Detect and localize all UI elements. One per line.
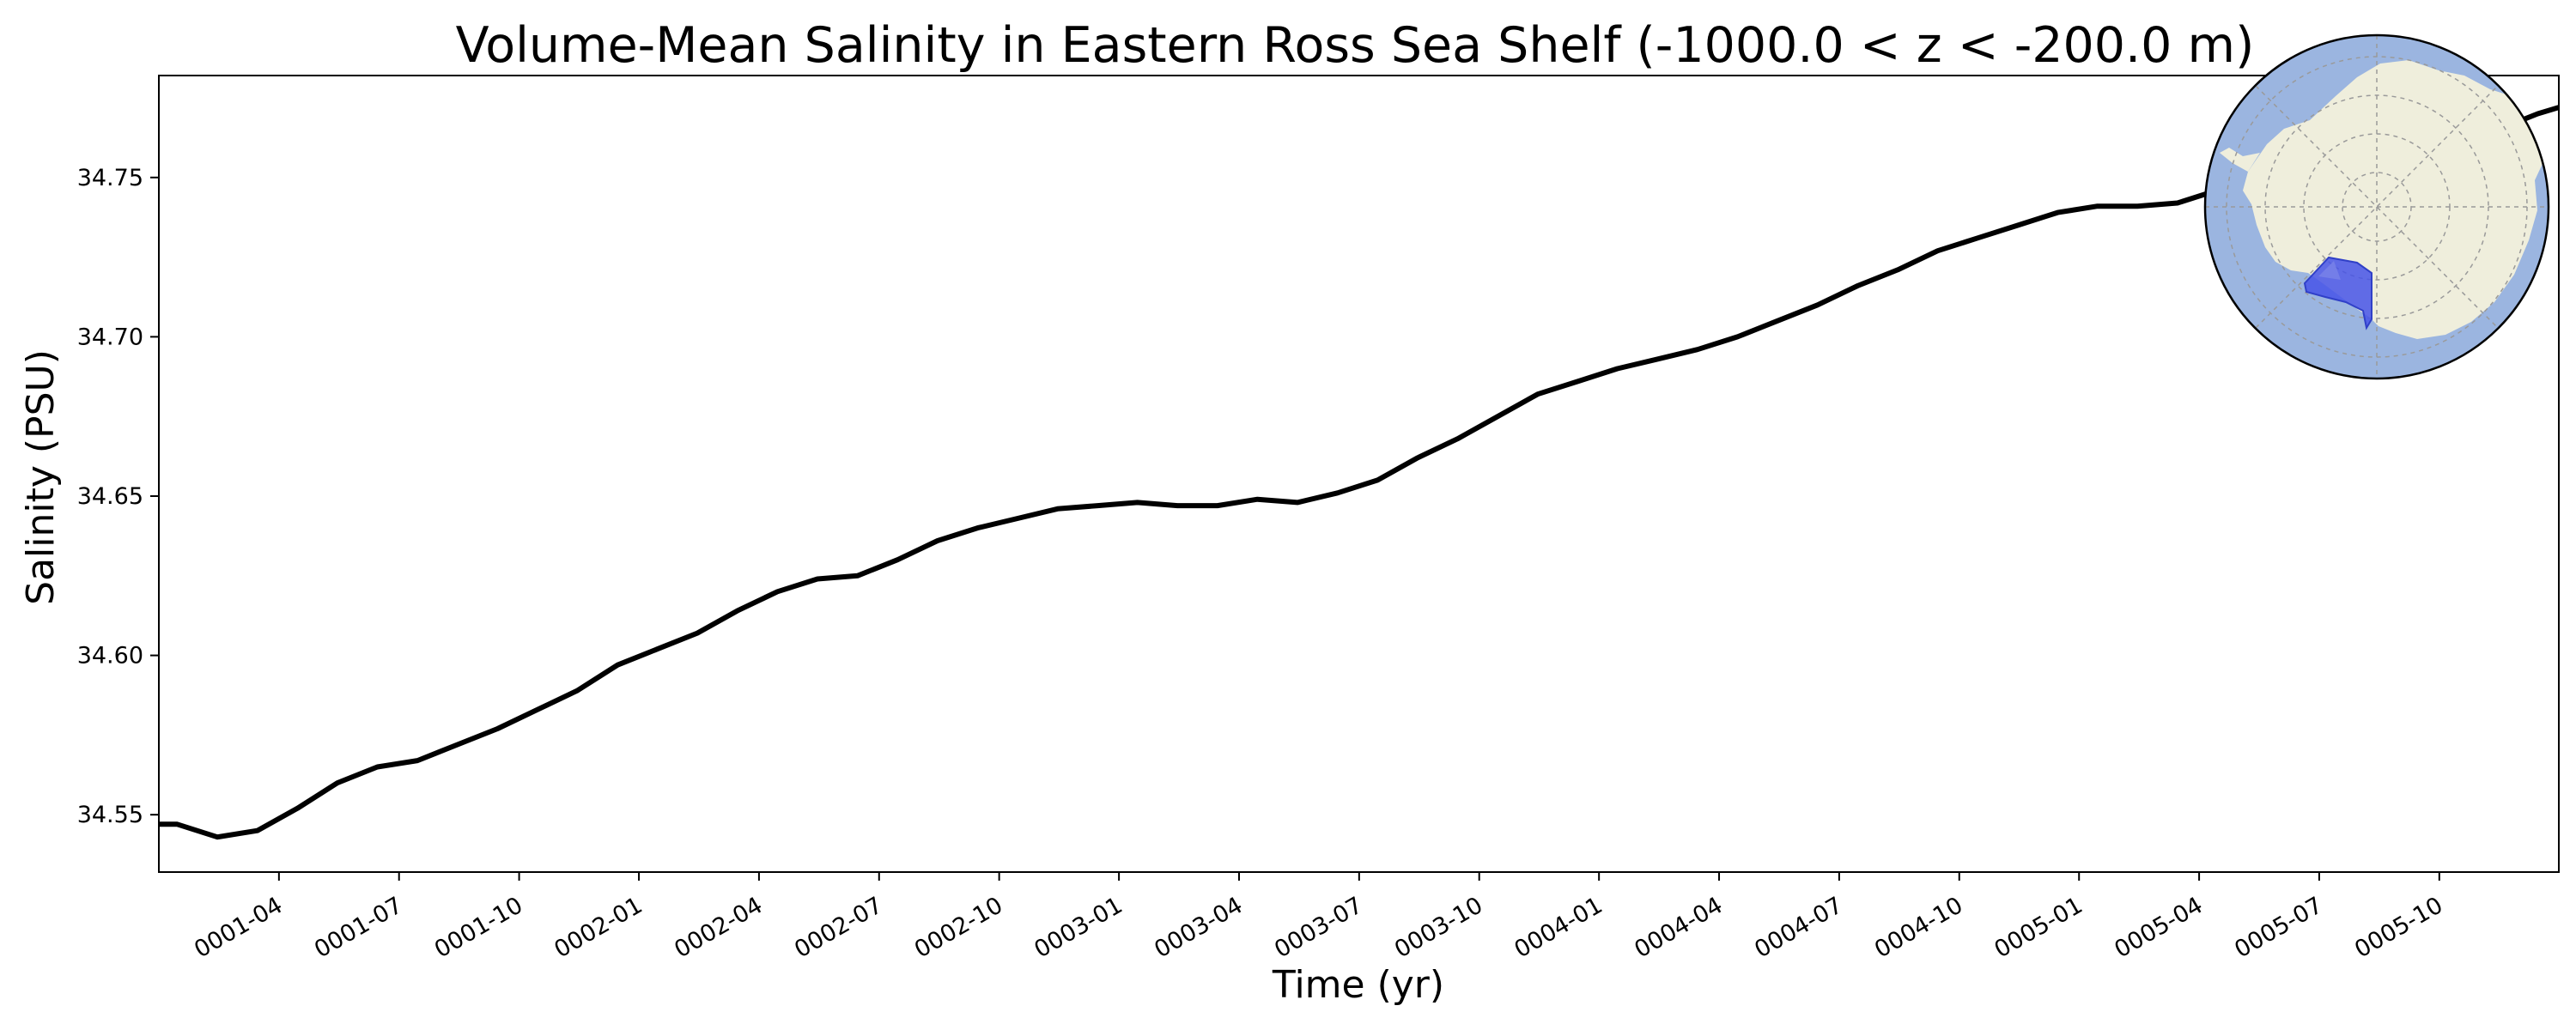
inset-map-border (2203, 33, 2550, 380)
x-tick-label: 0003-10 (1390, 892, 1487, 963)
x-tick-label: 0003-07 (1270, 892, 1367, 963)
salinity-series-line (159, 105, 2559, 840)
antarctica-inset-map (2203, 33, 2550, 380)
x-tick-label: 0002-01 (550, 892, 647, 963)
x-tick-label: 0004-04 (1630, 892, 1727, 963)
x-tick-label: 0002-10 (910, 892, 1007, 963)
x-tick-label: 0005-01 (1990, 892, 2087, 963)
x-tick-label: 0004-01 (1510, 892, 1607, 963)
map-graticule (2205, 35, 2549, 379)
y-axis-label: Salinity (PSU) (19, 349, 63, 605)
y-tick-label: 34.70 (77, 324, 143, 350)
x-tick-label: 0005-04 (2110, 892, 2207, 963)
ice-shelf-overlay (2318, 261, 2341, 280)
y-tick-label: 34.55 (77, 802, 143, 828)
x-tick-label: 0001-10 (430, 892, 527, 963)
x-tick-label: 0004-10 (1870, 892, 1967, 963)
x-tick-label: 0002-07 (790, 892, 887, 963)
x-tick-label: 0003-04 (1150, 892, 1247, 963)
x-axis: 0001-04 0001-07 0001-10 0002-01 0002-04 0002-… (190, 872, 2447, 963)
x-tick-label: 0001-04 (190, 892, 287, 963)
chart-title: Volume-Mean Salinity in Eastern Ross Sea… (456, 17, 2255, 74)
x-tick-label: 0005-10 (2350, 892, 2447, 963)
x-axis-label: Time (yr) (1272, 963, 1444, 1007)
y-tick-label: 34.75 (77, 165, 143, 191)
x-tick-label: 0001-07 (310, 892, 407, 963)
x-tick-label: 0005-07 (2230, 892, 2327, 963)
x-tick-label: 0002-04 (670, 892, 767, 963)
y-axis: 34.55 34.60 34.65 34.70 34.75 (77, 165, 159, 828)
x-tick-label: 0004-07 (1750, 892, 1847, 963)
y-tick-label: 34.65 (77, 483, 143, 510)
antarctic-peninsula (2220, 148, 2260, 172)
y-tick-label: 34.60 (77, 643, 143, 670)
x-tick-label: 0003-01 (1030, 892, 1127, 963)
